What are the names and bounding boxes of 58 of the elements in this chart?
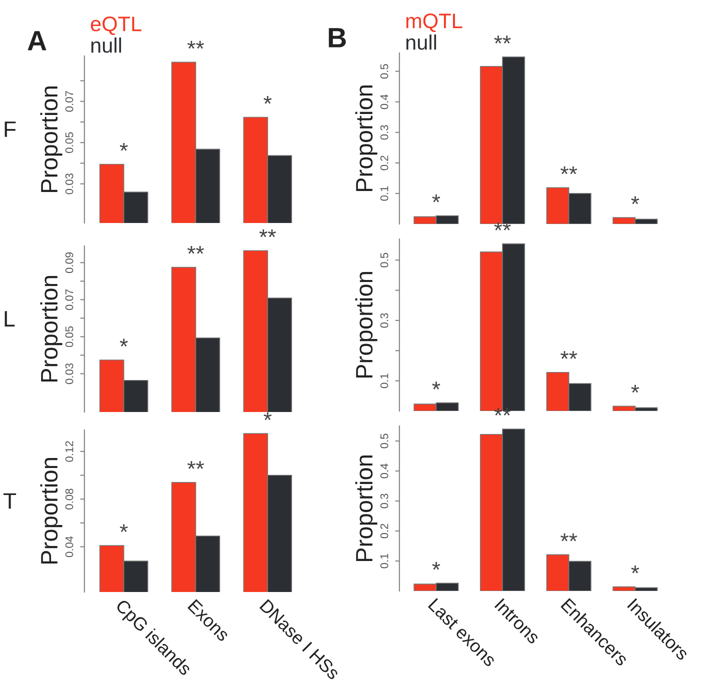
y-tick-label: 0.08 <box>65 488 74 510</box>
y-axis-title: Proportion <box>355 456 378 562</box>
annotation: * <box>432 382 440 390</box>
text: null <box>91 38 122 53</box>
y-tick-label: 0.5 <box>380 252 388 268</box>
y-axis-title: Proportion <box>40 458 62 564</box>
y-tick-label: 0.4 <box>380 94 388 110</box>
y-tick-label: 0.12 <box>65 441 74 462</box>
y-tick-label: 0.4 <box>380 464 388 478</box>
annotation: * <box>120 524 128 532</box>
chart-title: A <box>28 31 46 50</box>
y-tick-label: 0.2 <box>380 156 388 170</box>
y-tick-label: 0.09 <box>65 252 74 274</box>
annotation: * <box>264 96 272 104</box>
text: T <box>4 493 16 509</box>
annotation: ** <box>187 246 204 254</box>
annotation: * <box>432 562 440 570</box>
y-tick-label: 0.05 <box>65 326 74 348</box>
annotation: ** <box>560 166 578 174</box>
y-tick-label: 0.1 <box>380 554 388 568</box>
annotation: ** <box>560 351 578 359</box>
y-axis-title: Proportion <box>355 86 378 192</box>
y-axis-title: Proportion <box>355 272 378 378</box>
y-tick-label: 0.5 <box>380 434 388 448</box>
series-label: mQTL <box>406 14 462 32</box>
y-tick-label: 0.3 <box>380 313 388 328</box>
series-label: eQTL <box>90 16 142 36</box>
annotation: * <box>120 338 128 347</box>
text: null <box>406 34 436 50</box>
chart-title: B <box>328 28 346 48</box>
annotation: ** <box>187 40 204 49</box>
annotation: * <box>631 196 640 204</box>
annotation: ** <box>494 222 511 230</box>
annotation: * <box>120 142 128 151</box>
annotation: * <box>264 412 272 420</box>
y-tick-label: 0.07 <box>65 91 74 112</box>
y-tick-label: 0.03 <box>65 174 74 194</box>
y-tick-label: 0.07 <box>65 289 74 310</box>
y-tick-label: 0.2 <box>380 524 388 538</box>
annotation: ** <box>259 229 276 238</box>
y-tick-label: 0.5 <box>380 64 388 79</box>
text: L <box>4 311 15 326</box>
annotation: * <box>432 194 440 202</box>
annotation: ** <box>494 36 511 44</box>
annotation: * <box>631 566 640 574</box>
y-tick-label: 0.1 <box>380 186 388 201</box>
y-tick-label: 0.1 <box>380 374 388 388</box>
y-tick-label: 0.05 <box>65 132 74 153</box>
y-tick-label: 0.3 <box>380 494 388 508</box>
annotation: * <box>631 384 640 393</box>
y-tick-label: 0.04 <box>65 536 74 558</box>
y-tick-label: 0.03 <box>65 363 74 384</box>
y-axis-title: Proportion <box>40 276 62 382</box>
text: F <box>4 122 16 137</box>
y-axis-title: Proportion <box>40 86 62 192</box>
annotation: ** <box>560 533 578 542</box>
y-tick-label: 0.3 <box>380 125 388 140</box>
annotation: ** <box>187 461 204 469</box>
